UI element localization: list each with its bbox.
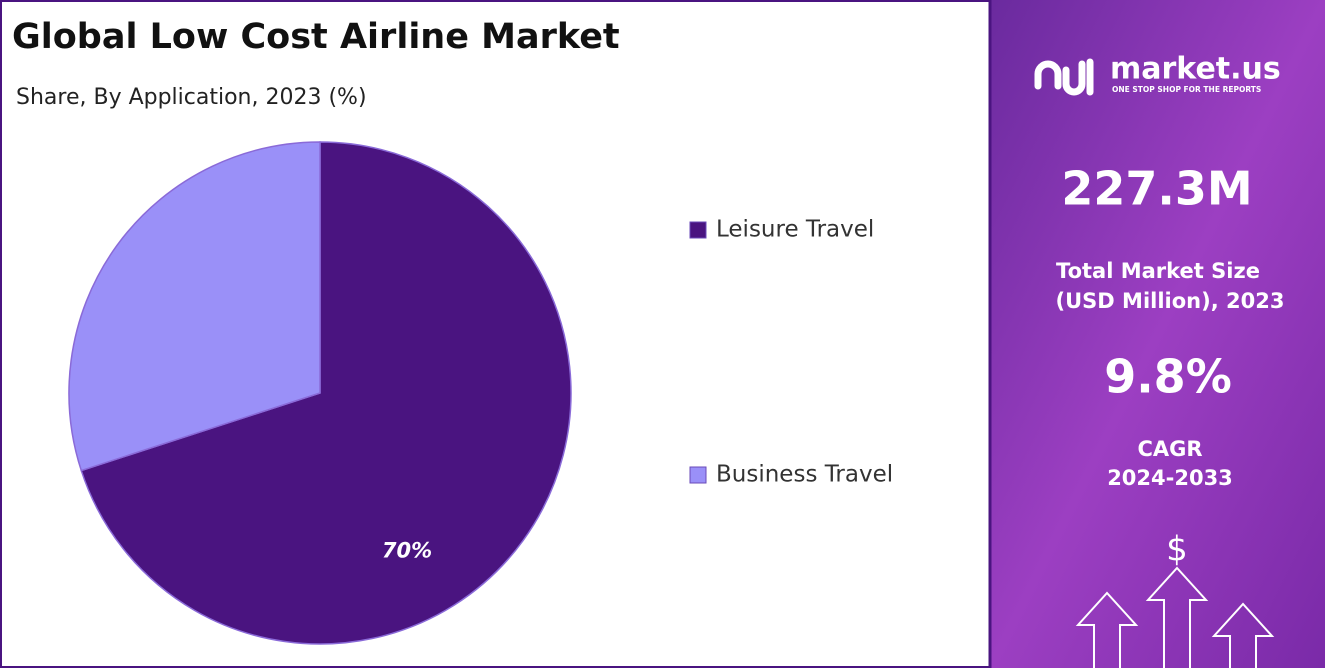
legend: Leisure Travel Business Travel: [689, 217, 893, 488]
arrows: [1075, 566, 1275, 668]
logo-icon: [1034, 58, 1094, 96]
chart-title: Global Low Cost Airline Market: [12, 17, 620, 57]
cagr-label: 2024-2033: [1107, 466, 1233, 490]
market-size: 227.3M: [1061, 162, 1252, 216]
data-label: 70%: [382, 538, 432, 562]
arrow: [1211, 602, 1275, 668]
arrow: [1075, 591, 1139, 668]
market-size-label: Total Market Size: [1056, 259, 1260, 283]
chart-subtitle: Share, By Application, 2023 (%): [16, 85, 367, 110]
cagr-label: CAGR: [1137, 437, 1202, 461]
logo: market.us ONE STOP SHOP FOR THE REPORTS: [1034, 52, 1281, 96]
legend-label: Business Travel: [716, 462, 893, 488]
pie-slice: [68, 141, 321, 472]
arrow: [1145, 566, 1209, 668]
pie: 70%: [68, 141, 572, 645]
legend-label: Leisure Travel: [716, 217, 874, 243]
side-panel: [990, 0, 1325, 668]
pie-slice: [80, 141, 572, 645]
tagline: ONE STOP SHOP FOR THE REPORTS: [1112, 85, 1261, 94]
legend-swatch: [689, 466, 707, 484]
market-size-label: (USD Million), 2023: [1056, 289, 1285, 313]
cagr: 9.8%: [1104, 350, 1232, 404]
currency-icon: $: [1166, 530, 1188, 570]
brand: market.us: [1110, 52, 1281, 87]
legend-swatch: [689, 221, 707, 239]
